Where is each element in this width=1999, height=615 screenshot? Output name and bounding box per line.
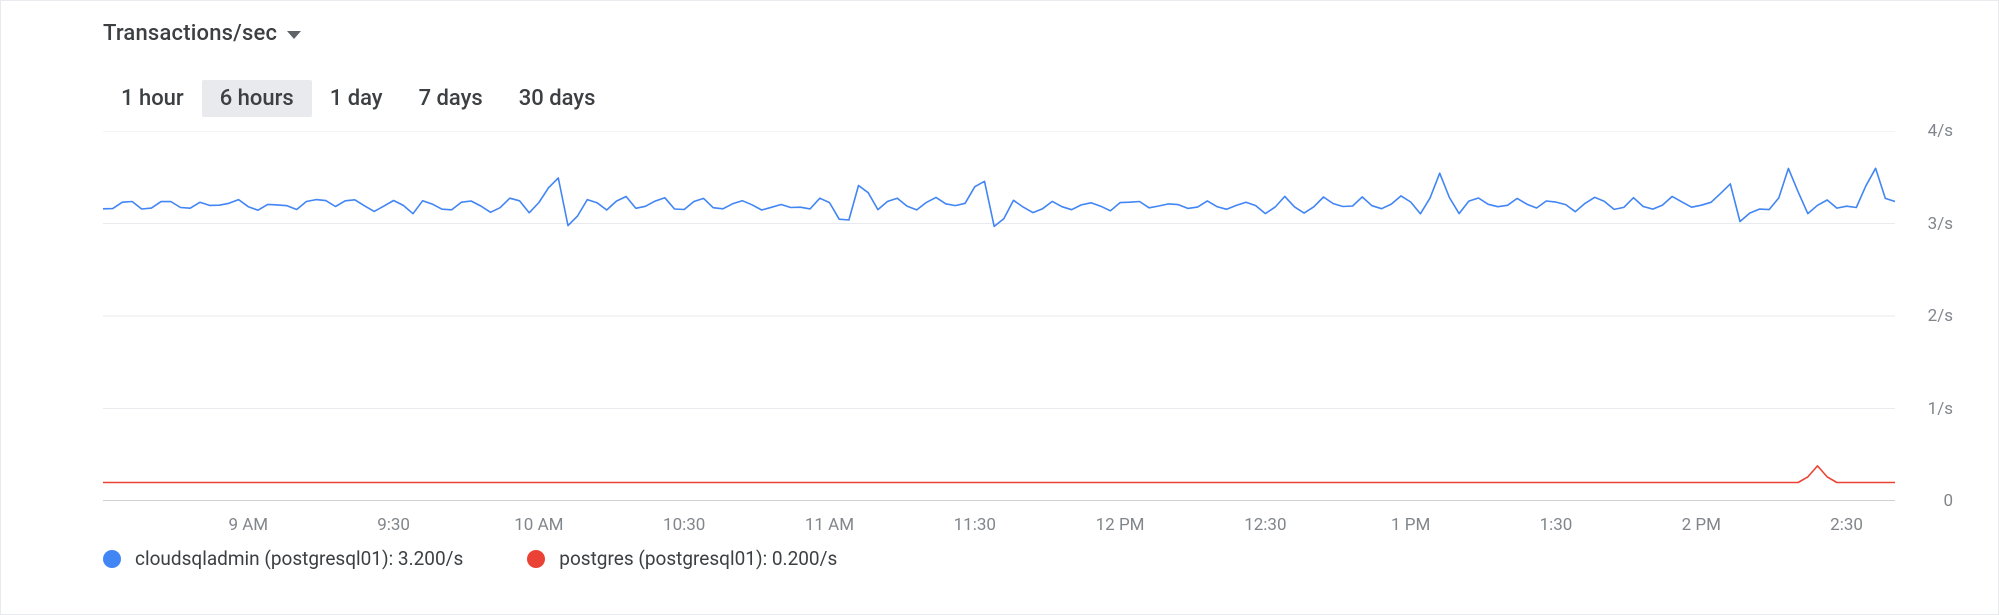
legend-swatch: [527, 550, 545, 568]
legend-label: postgres (postgresql01): 0.200/s: [559, 547, 837, 570]
legend-item[interactable]: cloudsqladmin (postgresql01): 3.200/s: [103, 547, 463, 570]
y-axis-tick-label: 0: [1943, 491, 1953, 511]
metric-title: Transactions/sec: [103, 21, 277, 46]
time-range-option[interactable]: 7 days: [401, 80, 501, 117]
series-line-cloudsqladmin: [103, 168, 1895, 226]
chart-area: 01/s2/s3/s4/s9 AM9:3010 AM10:3011 AM11:3…: [103, 131, 1895, 501]
chart-legend: cloudsqladmin (postgresql01): 3.200/s pos…: [103, 547, 1958, 570]
time-range-option[interactable]: 30 days: [501, 80, 614, 117]
legend-label: cloudsqladmin (postgresql01): 3.200/s: [135, 547, 463, 570]
x-axis-tick-label: 9 AM: [228, 515, 268, 535]
card-inner: Transactions/sec 1 hour6 hours1 day7 day…: [103, 21, 1958, 594]
x-axis-tick-label: 2 PM: [1682, 515, 1721, 535]
y-axis-tick-label: 3/s: [1928, 214, 1953, 234]
y-axis-tick-label: 1/s: [1928, 399, 1953, 419]
x-axis-tick-label: 12:30: [1244, 515, 1286, 535]
legend-item[interactable]: postgres (postgresql01): 0.200/s: [527, 547, 837, 570]
metrics-card: Transactions/sec 1 hour6 hours1 day7 day…: [0, 0, 1999, 615]
time-range-option[interactable]: 1 day: [312, 80, 401, 117]
legend-swatch: [103, 550, 121, 568]
time-range-selector: 1 hour6 hours1 day7 days30 days: [103, 80, 1958, 117]
time-range-option[interactable]: 6 hours: [202, 80, 312, 117]
y-axis-tick-label: 2/s: [1928, 306, 1953, 326]
x-axis-tick-label: 1 PM: [1391, 515, 1430, 535]
line-chart: [103, 131, 1895, 501]
x-axis-tick-label: 11:30: [954, 515, 996, 535]
series-line-postgres: [103, 466, 1895, 483]
x-axis-tick-label: 10 AM: [514, 515, 563, 535]
time-range-option[interactable]: 1 hour: [103, 80, 202, 117]
y-axis-tick-label: 4/s: [1928, 121, 1953, 141]
x-axis-tick-label: 2:30: [1830, 515, 1863, 535]
x-axis-tick-label: 10:30: [663, 515, 705, 535]
dropdown-caret-icon: [287, 31, 301, 39]
x-axis-tick-label: 9:30: [377, 515, 410, 535]
x-axis-tick-label: 12 PM: [1096, 515, 1145, 535]
x-axis-tick-label: 11 AM: [805, 515, 854, 535]
x-axis-tick-label: 1:30: [1540, 515, 1573, 535]
metric-selector[interactable]: Transactions/sec: [103, 21, 1958, 46]
